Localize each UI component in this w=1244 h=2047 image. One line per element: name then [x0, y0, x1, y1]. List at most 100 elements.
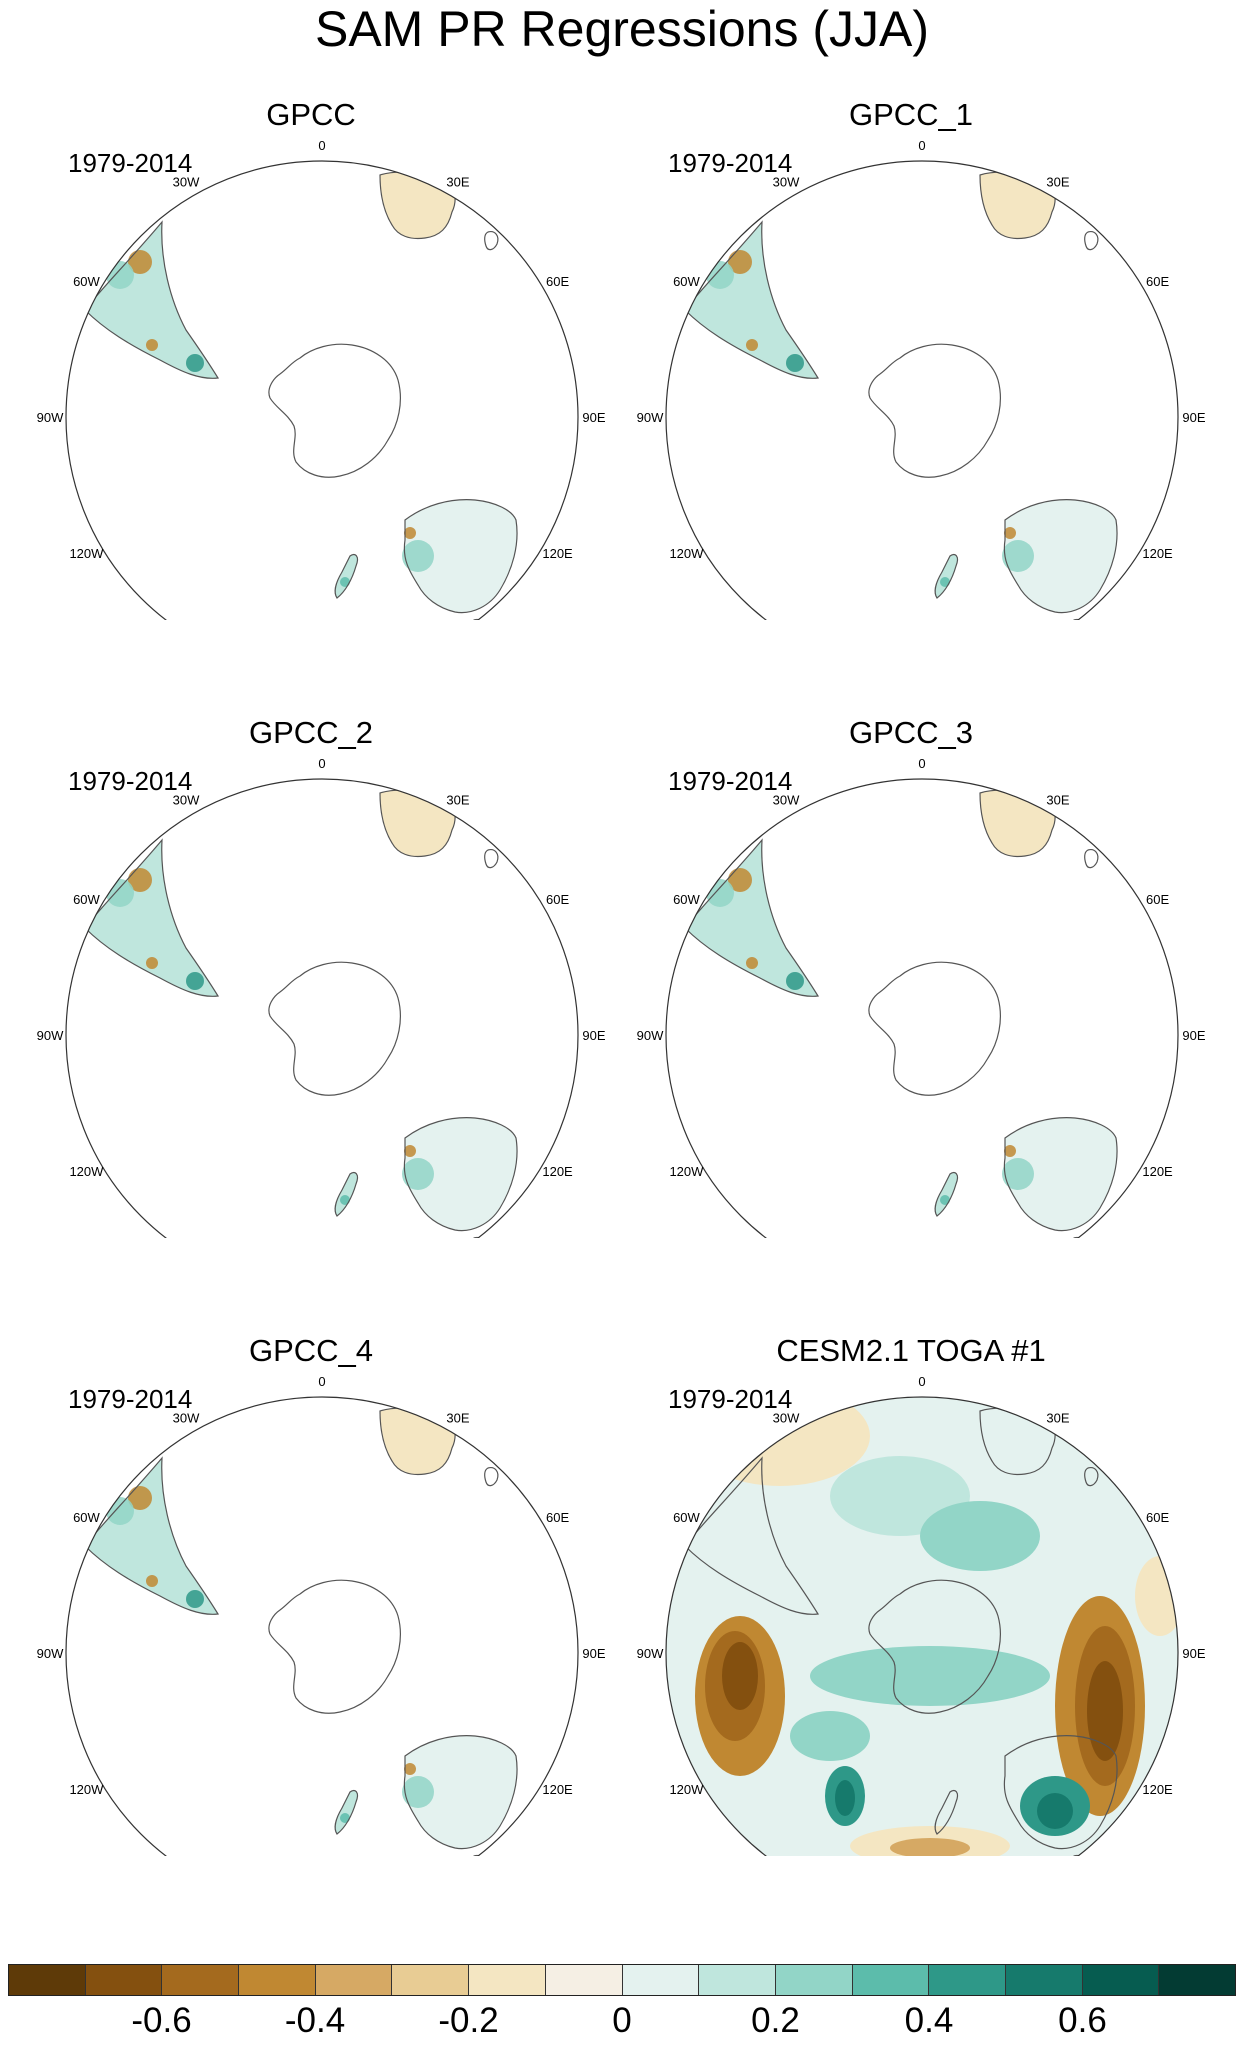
- coastline-madagascar: [484, 849, 499, 869]
- colorbar-swatch: [775, 1965, 853, 1995]
- polar-map: 030E60E90E120E150E180150W120W90W60W30W: [637, 138, 1206, 620]
- land-anomaly-fill: [335, 554, 358, 598]
- map-boundary: [65, 778, 579, 1238]
- colorbar-tick-label: 0: [612, 2001, 632, 2040]
- land-anomaly-fill: [404, 1735, 518, 1849]
- anomaly-contour: [746, 339, 758, 351]
- panel-period: 1979-2014: [668, 766, 793, 796]
- anomaly-contour: [1002, 540, 1034, 572]
- anomaly-contour: [128, 868, 152, 892]
- anomaly-contour: [146, 339, 158, 351]
- colorbar-swatch: [469, 1965, 546, 1995]
- panel-period: 1979-2014: [668, 148, 793, 178]
- longitude-label: 120W: [69, 1164, 104, 1179]
- longitude-label: 90W: [637, 410, 664, 425]
- longitude-label: 90E: [1182, 1646, 1205, 1661]
- anomaly-contour: [402, 540, 434, 572]
- coastline-nz: [334, 1789, 359, 1835]
- land-anomaly-fill: [980, 172, 1056, 239]
- land-anomaly-fill: [935, 554, 958, 598]
- coastline-australia: [403, 1735, 518, 1850]
- colorbar-swatch: [9, 1965, 86, 1995]
- longitude-label: 120W: [669, 1782, 704, 1797]
- land-anomaly-fill: [85, 1458, 218, 1615]
- longitude-label: 90E: [582, 410, 605, 425]
- anomaly-contour: [106, 879, 134, 907]
- longitude-label: 120W: [669, 1164, 704, 1179]
- panel-period: 1979-2014: [68, 766, 193, 796]
- anomaly-contour: [1004, 527, 1016, 539]
- coastline-antarctica: [868, 343, 1001, 478]
- anomaly-contour: [146, 957, 158, 969]
- polar-map: 030E60E90E120E150E180150W120W90W60W30W: [37, 1374, 606, 1856]
- land-anomaly-fill: [335, 1790, 358, 1834]
- map-panel: 030E60E90E120E150E180150W120W90W60W30WGP…: [600, 618, 1222, 1238]
- anomaly-contour: [706, 261, 734, 289]
- anomaly-contour: [186, 354, 204, 372]
- anomaly-contour: [340, 1195, 350, 1205]
- longitude-label: 0: [318, 138, 325, 153]
- map-boundary: [665, 778, 1179, 1238]
- colorbar-swatch: [392, 1965, 470, 1995]
- longitude-label: 120E: [1142, 546, 1173, 561]
- colorbar-swatch: [699, 1965, 776, 1995]
- coastline-madagascar: [484, 1467, 499, 1487]
- coastline-nz: [934, 1171, 959, 1217]
- panel-title: CESM2.1 TOGA #1: [776, 1333, 1046, 1368]
- longitude-label: 30E: [1046, 1410, 1069, 1425]
- colorbar-swatch: [85, 1965, 163, 1995]
- map-panel: 030E60E90E120E150E180150W120W90W60W30WGP…: [0, 1236, 622, 1856]
- coastline-madagascar: [1084, 849, 1099, 869]
- coastline-antarctica: [868, 961, 1001, 1096]
- longitude-label: 60E: [1146, 892, 1169, 907]
- longitude-label: 90W: [37, 1646, 64, 1661]
- map-panel: 030E60E90E120E150E180150W120W90W60W30WGP…: [600, 0, 1222, 620]
- anomaly-contour: [128, 250, 152, 274]
- map-boundary: [65, 1396, 579, 1856]
- anomaly-contour: [1004, 1145, 1016, 1157]
- anomaly-contour: [128, 1486, 152, 1510]
- longitude-label: 60W: [673, 274, 700, 289]
- panel-title: GPCC_3: [848, 715, 974, 750]
- colorbar-tick-label: -0.2: [438, 2001, 499, 2040]
- coastline-samerica: [84, 220, 220, 379]
- longitude-label: 60E: [546, 1510, 569, 1525]
- anomaly-contour: [1037, 1793, 1073, 1829]
- colorbar-tick-label: 0.6: [1058, 2001, 1107, 2040]
- longitude-label: 30E: [1046, 174, 1069, 189]
- coastline-samerica: [84, 1456, 220, 1615]
- longitude-label: 30W: [173, 792, 200, 807]
- anomaly-contour: [1135, 1556, 1178, 1636]
- longitude-label: 90E: [1182, 410, 1205, 425]
- anomaly-contour: [186, 1590, 204, 1608]
- anomaly-contour: [402, 1158, 434, 1190]
- land-anomaly-fill: [380, 1408, 456, 1475]
- anomaly-contour: [404, 527, 416, 539]
- land-anomaly-fill: [685, 840, 818, 997]
- panel-period: 1979-2014: [68, 148, 193, 178]
- anomaly-contour: [920, 1501, 1040, 1571]
- colorbar-tick-label: 0.2: [751, 2001, 800, 2040]
- longitude-label: 120E: [542, 1164, 573, 1179]
- coastline-samerica: [84, 838, 220, 997]
- longitude-label: 60E: [1146, 274, 1169, 289]
- longitude-label: 30W: [173, 1410, 200, 1425]
- coastline-nz: [334, 1171, 359, 1217]
- longitude-label: 120E: [1142, 1164, 1173, 1179]
- longitude-label: 120W: [669, 546, 704, 561]
- longitude-label: 120W: [69, 1782, 104, 1797]
- land-anomaly-fill: [380, 172, 456, 239]
- land-anomaly-fill: [380, 790, 456, 857]
- land-anomaly-fill: [980, 790, 1056, 857]
- longitude-label: 60E: [546, 274, 569, 289]
- panel-title: GPCC: [266, 97, 356, 132]
- map-boundary: [665, 1396, 1179, 1856]
- longitude-label: 60E: [1146, 1510, 1169, 1525]
- anomaly-contour: [728, 868, 752, 892]
- anomaly-contour: [940, 577, 950, 587]
- anomaly-contour: [146, 1575, 158, 1587]
- coastline-nz: [934, 553, 959, 599]
- coastline-australia: [1003, 1735, 1118, 1850]
- main-title: SAM PR Regressions (JJA): [314, 1, 930, 57]
- anomaly-contour: [1002, 1158, 1034, 1190]
